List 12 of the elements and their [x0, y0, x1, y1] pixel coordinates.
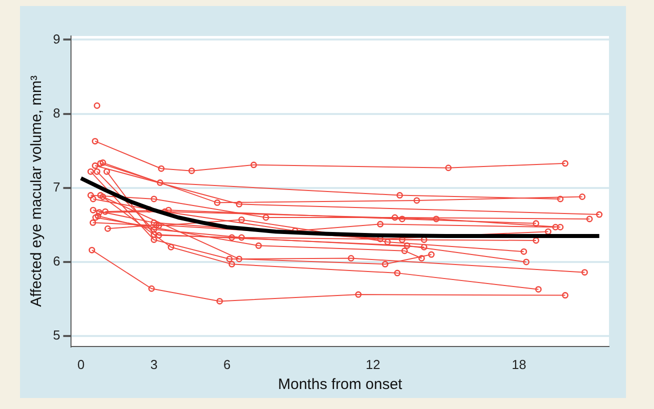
x-tick-label: 3 [150, 356, 158, 372]
y-tick-label: 9 [52, 31, 60, 46]
y-tick-label: 8 [52, 105, 60, 120]
x-axis-title: Months from onset [278, 376, 404, 394]
y-tick-label: 7 [52, 179, 60, 194]
x-tick-label: 0 [77, 356, 85, 372]
x-tick-label: 18 [512, 356, 526, 372]
y-axis-title: Affected eye macular volume, mm³ [28, 75, 46, 307]
x-tick-label: 6 [223, 356, 231, 372]
y-tick-label: 5 [52, 328, 60, 343]
y-tick-label: 6 [52, 254, 60, 269]
x-tick-label: 12 [366, 356, 380, 372]
